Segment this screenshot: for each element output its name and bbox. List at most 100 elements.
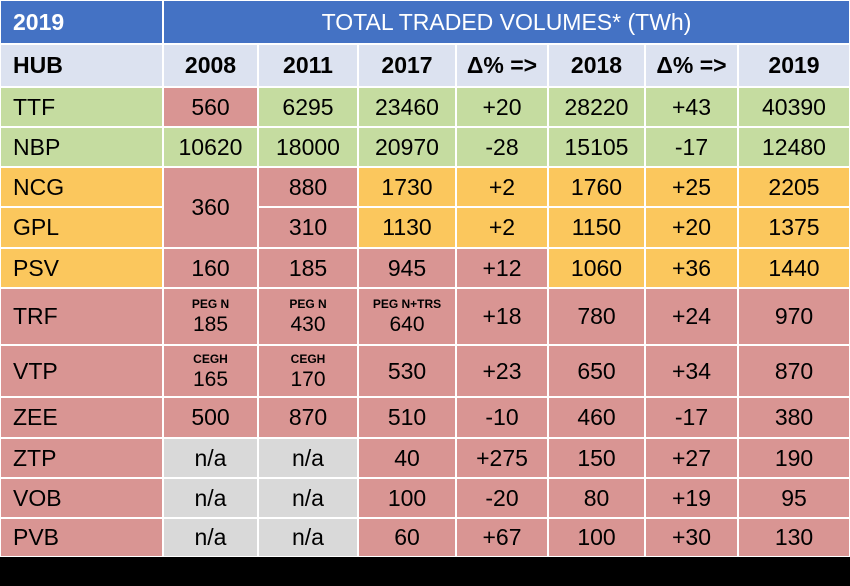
hub-label: NBP: [1, 128, 162, 166]
table-cell: +25: [646, 168, 737, 206]
cell-value: 430: [290, 313, 326, 336]
table-cell: PEG N 430: [259, 289, 357, 344]
table-cell: 150: [549, 439, 644, 477]
table-cell: CEGH 165: [164, 346, 257, 396]
hub-label: VOB: [1, 479, 162, 517]
table-cell: 880: [259, 168, 357, 206]
table-cell: 870: [259, 398, 357, 437]
cell-value: 185: [192, 313, 229, 336]
hub-label: TTF: [1, 88, 162, 126]
table-cell: n/a: [259, 479, 357, 517]
table-cell: +27: [646, 439, 737, 477]
table-cell: 380: [739, 398, 849, 437]
column-header: 2017: [359, 45, 455, 86]
hub-label: NCG: [1, 168, 162, 206]
table-cell: +30: [646, 519, 737, 556]
table-cell: -10: [457, 398, 547, 437]
table-cell: 560: [164, 88, 257, 126]
table-cell: 310: [259, 208, 357, 247]
table-cell: +2: [457, 208, 547, 247]
table-cell: 1150: [549, 208, 644, 247]
table-cell: -20: [457, 479, 547, 517]
table-cell: +20: [646, 208, 737, 247]
table-cell: PEG N 185: [164, 289, 257, 344]
hub-label: PSV: [1, 249, 162, 287]
table-cell: +34: [646, 346, 737, 396]
table-cell: 100: [549, 519, 644, 556]
hub-note: PEG N+TRS: [372, 297, 442, 311]
bottom-bar: [0, 557, 850, 586]
table-cell: 60: [359, 519, 455, 556]
hub-label: ZEE: [1, 398, 162, 437]
table-cell: n/a: [164, 479, 257, 517]
table-cell: 1060: [549, 249, 644, 287]
table-cell: 130: [739, 519, 849, 556]
table-cell: +2: [457, 168, 547, 206]
table-cell: n/a: [164, 519, 257, 556]
table-title: TOTAL TRADED VOLUMES* (TWh): [164, 1, 849, 43]
table-cell: 23460: [359, 88, 455, 126]
table-cell: 460: [549, 398, 644, 437]
table-cell: 40: [359, 439, 455, 477]
column-header: Δ% =>: [646, 45, 737, 86]
table-cell: 28220: [549, 88, 644, 126]
year-label: 2019: [1, 1, 162, 43]
table-cell: 1760: [549, 168, 644, 206]
table-cell: 185: [259, 249, 357, 287]
table-cell: 650: [549, 346, 644, 396]
table-cell: CEGH 170: [259, 346, 357, 396]
table-cell: 95: [739, 479, 849, 517]
hub-label: ZTP: [1, 439, 162, 477]
column-header: Δ% =>: [457, 45, 547, 86]
hub-label: PVB: [1, 519, 162, 556]
table-cell: +275: [457, 439, 547, 477]
table-cell: 160: [164, 249, 257, 287]
table-cell: +20: [457, 88, 547, 126]
table-cell: 1130: [359, 208, 455, 247]
table-cell: PEG N+TRS 640: [359, 289, 455, 344]
table-cell: 870: [739, 346, 849, 396]
hub-label: GPL: [1, 208, 162, 247]
table-cell: 510: [359, 398, 455, 437]
column-header: 2008: [164, 45, 257, 86]
table-cell: 2205: [739, 168, 849, 206]
cell-value: 165: [192, 367, 229, 391]
cell-value: 640: [389, 313, 425, 336]
table-cell: -17: [646, 398, 737, 437]
table-cell: 12480: [739, 128, 849, 166]
table-cell: 1730: [359, 168, 455, 206]
column-header: 2019: [739, 45, 849, 86]
hub-label: VTP: [1, 346, 162, 396]
table-cell: 530: [359, 346, 455, 396]
table-cell: 500: [164, 398, 257, 437]
table-cell: n/a: [164, 439, 257, 477]
table-cell: +36: [646, 249, 737, 287]
table-cell: +19: [646, 479, 737, 517]
table-cell: 6295: [259, 88, 357, 126]
hub-note: CEGH: [290, 351, 326, 366]
table-cell: 780: [549, 289, 644, 344]
hub-label: TRF: [1, 289, 162, 344]
table-cell: n/a: [259, 439, 357, 477]
table-cell: +67: [457, 519, 547, 556]
column-header: 2011: [259, 45, 357, 86]
table-cell: -17: [646, 128, 737, 166]
table-cell: 10620: [164, 128, 257, 166]
hub-note: PEG N: [289, 297, 327, 311]
table-cell: +24: [646, 289, 737, 344]
column-header: 2018: [549, 45, 644, 86]
table-cell: 80: [549, 479, 644, 517]
table-cell: 18000: [259, 128, 357, 166]
table-cell: 15105: [549, 128, 644, 166]
hub-note: PEG N: [191, 297, 230, 311]
table-cell: 40390: [739, 88, 849, 126]
table-cell: 20970: [359, 128, 455, 166]
table-cell: 945: [359, 249, 455, 287]
table-cell: 360: [164, 168, 257, 247]
table-cell: +23: [457, 346, 547, 396]
table-cell: n/a: [259, 519, 357, 556]
table-cell: 1440: [739, 249, 849, 287]
table-cell: 190: [739, 439, 849, 477]
cell-value: 170: [290, 367, 326, 391]
